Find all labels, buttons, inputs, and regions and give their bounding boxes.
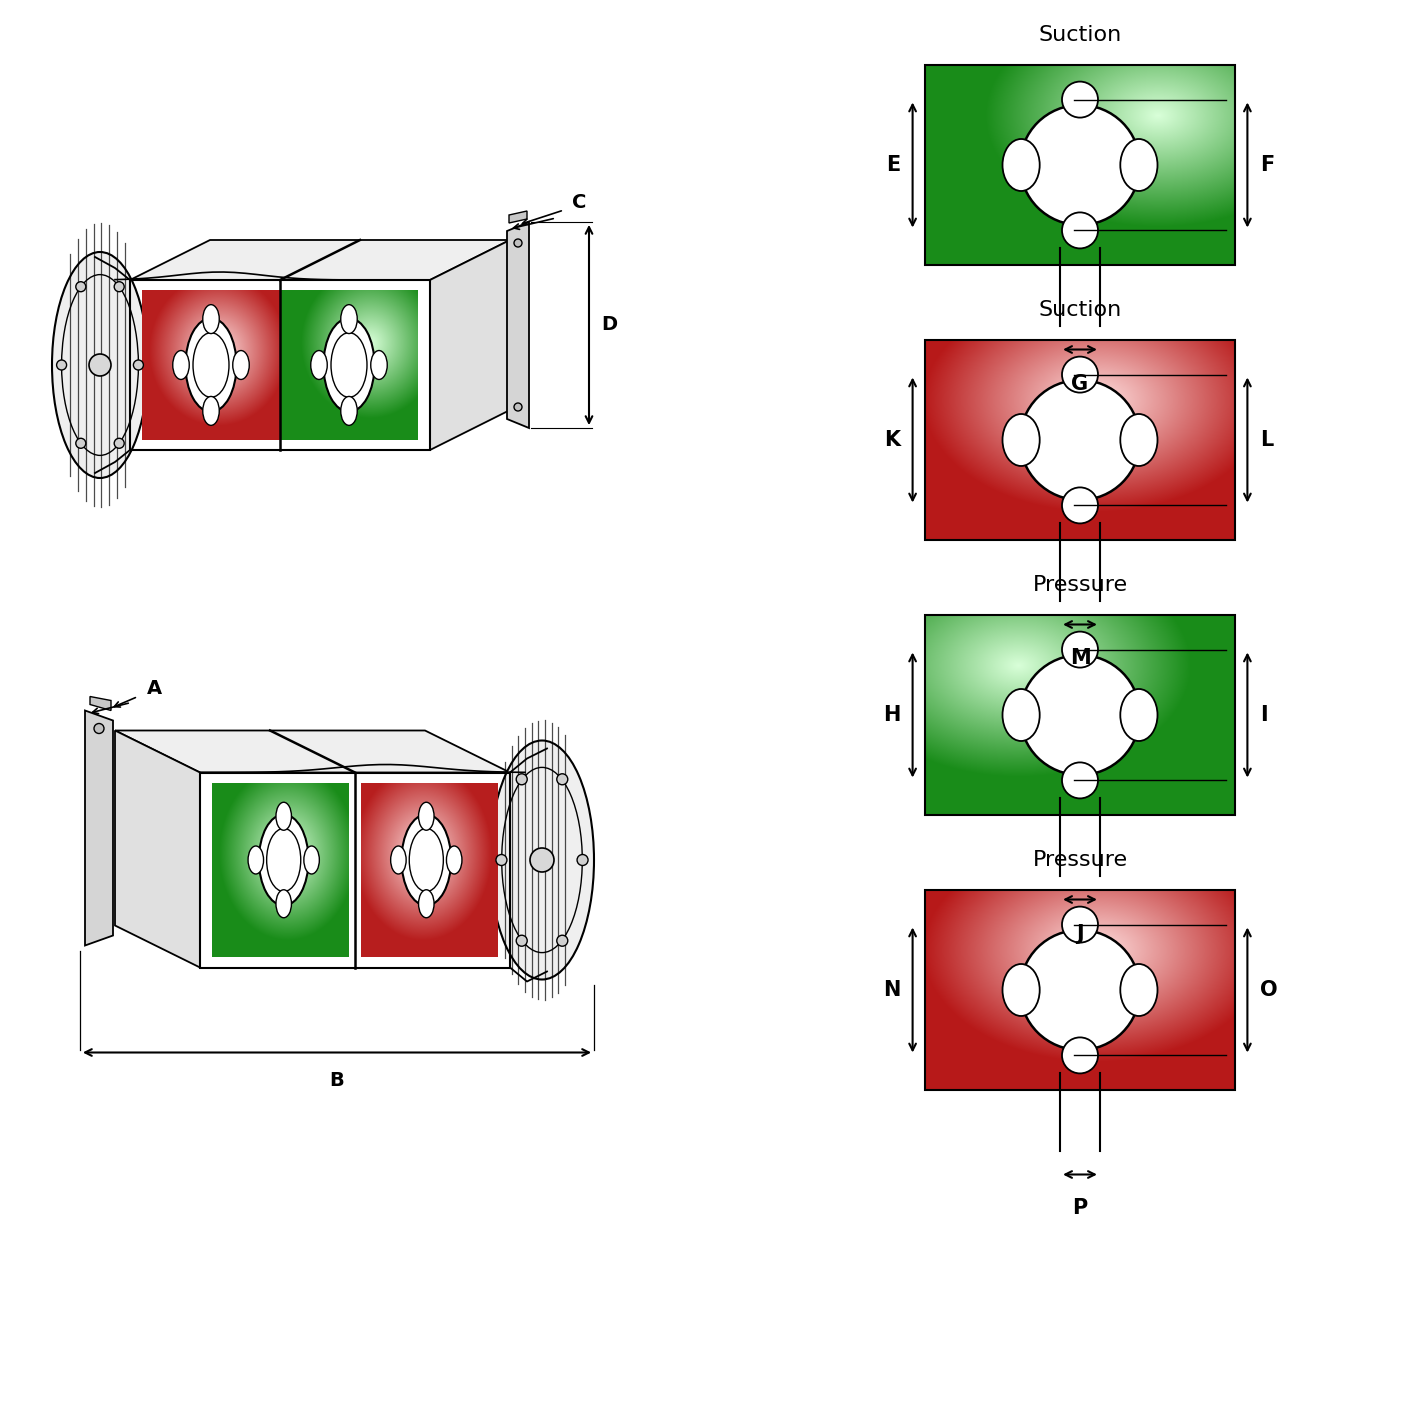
Ellipse shape [1062,82,1098,118]
Polygon shape [90,696,111,710]
Text: G: G [1071,374,1088,394]
Text: Suction: Suction [1039,25,1122,45]
Text: A: A [148,679,162,697]
Ellipse shape [276,803,291,831]
Ellipse shape [76,439,86,449]
Ellipse shape [311,350,328,380]
Ellipse shape [1002,689,1039,741]
Ellipse shape [1019,380,1140,501]
Ellipse shape [491,741,593,980]
Ellipse shape [173,350,190,380]
Bar [925,614,1234,815]
Ellipse shape [340,305,357,333]
Bar [925,890,1234,1090]
Ellipse shape [76,281,86,291]
Polygon shape [129,240,510,280]
Ellipse shape [576,855,588,866]
Ellipse shape [1121,965,1157,1017]
Ellipse shape [515,404,522,411]
Ellipse shape [1019,655,1140,775]
Ellipse shape [89,354,111,375]
Ellipse shape [402,814,451,905]
Bar [925,340,1234,540]
Ellipse shape [56,360,66,370]
Ellipse shape [94,724,104,734]
Ellipse shape [186,318,236,412]
Ellipse shape [1121,413,1157,465]
Text: F: F [1260,155,1274,174]
Ellipse shape [1062,631,1098,668]
Text: D: D [600,315,617,335]
Ellipse shape [1062,1038,1098,1073]
Ellipse shape [276,890,291,918]
Ellipse shape [114,281,124,291]
Polygon shape [430,240,510,450]
Polygon shape [509,211,527,224]
Text: P: P [1073,1198,1088,1219]
Ellipse shape [1062,907,1098,942]
Ellipse shape [323,318,374,412]
Ellipse shape [1019,105,1140,225]
Bar [925,65,1234,264]
Text: L: L [1260,430,1272,450]
Ellipse shape [1002,413,1039,465]
Ellipse shape [340,396,357,426]
Ellipse shape [447,846,463,875]
Ellipse shape [516,935,527,946]
Text: I: I [1260,704,1267,725]
Text: M: M [1070,648,1091,668]
Ellipse shape [259,814,308,905]
Ellipse shape [371,350,387,380]
Ellipse shape [516,773,527,785]
Text: K: K [884,430,900,450]
Ellipse shape [419,803,434,831]
Text: O: O [1260,980,1278,1000]
Ellipse shape [1121,689,1157,741]
Ellipse shape [52,252,148,478]
Ellipse shape [557,773,568,785]
Text: N: N [883,980,900,1000]
Ellipse shape [1002,965,1039,1017]
Ellipse shape [134,360,143,370]
Text: J: J [1076,924,1084,943]
Polygon shape [115,731,200,967]
Polygon shape [115,731,510,772]
Ellipse shape [202,305,219,333]
Ellipse shape [1002,139,1039,191]
Text: E: E [886,155,900,174]
Ellipse shape [515,239,522,247]
Ellipse shape [557,935,568,946]
Polygon shape [84,710,112,945]
Text: B: B [329,1070,344,1090]
Ellipse shape [530,848,554,872]
Ellipse shape [202,396,219,426]
Text: Suction: Suction [1039,299,1122,321]
Text: H: H [883,704,900,725]
Ellipse shape [247,846,263,875]
Ellipse shape [1062,762,1098,799]
Text: Pressure: Pressure [1032,851,1128,870]
Ellipse shape [496,855,508,866]
Ellipse shape [1062,488,1098,523]
Ellipse shape [419,890,434,918]
Ellipse shape [1062,212,1098,249]
Ellipse shape [114,439,124,449]
Ellipse shape [1062,357,1098,392]
Ellipse shape [1019,929,1140,1050]
Ellipse shape [1121,139,1157,191]
Ellipse shape [304,846,319,875]
Text: Pressure: Pressure [1032,575,1128,595]
Ellipse shape [391,846,406,875]
Ellipse shape [233,350,249,380]
Text: C: C [572,193,586,211]
Polygon shape [508,222,529,427]
